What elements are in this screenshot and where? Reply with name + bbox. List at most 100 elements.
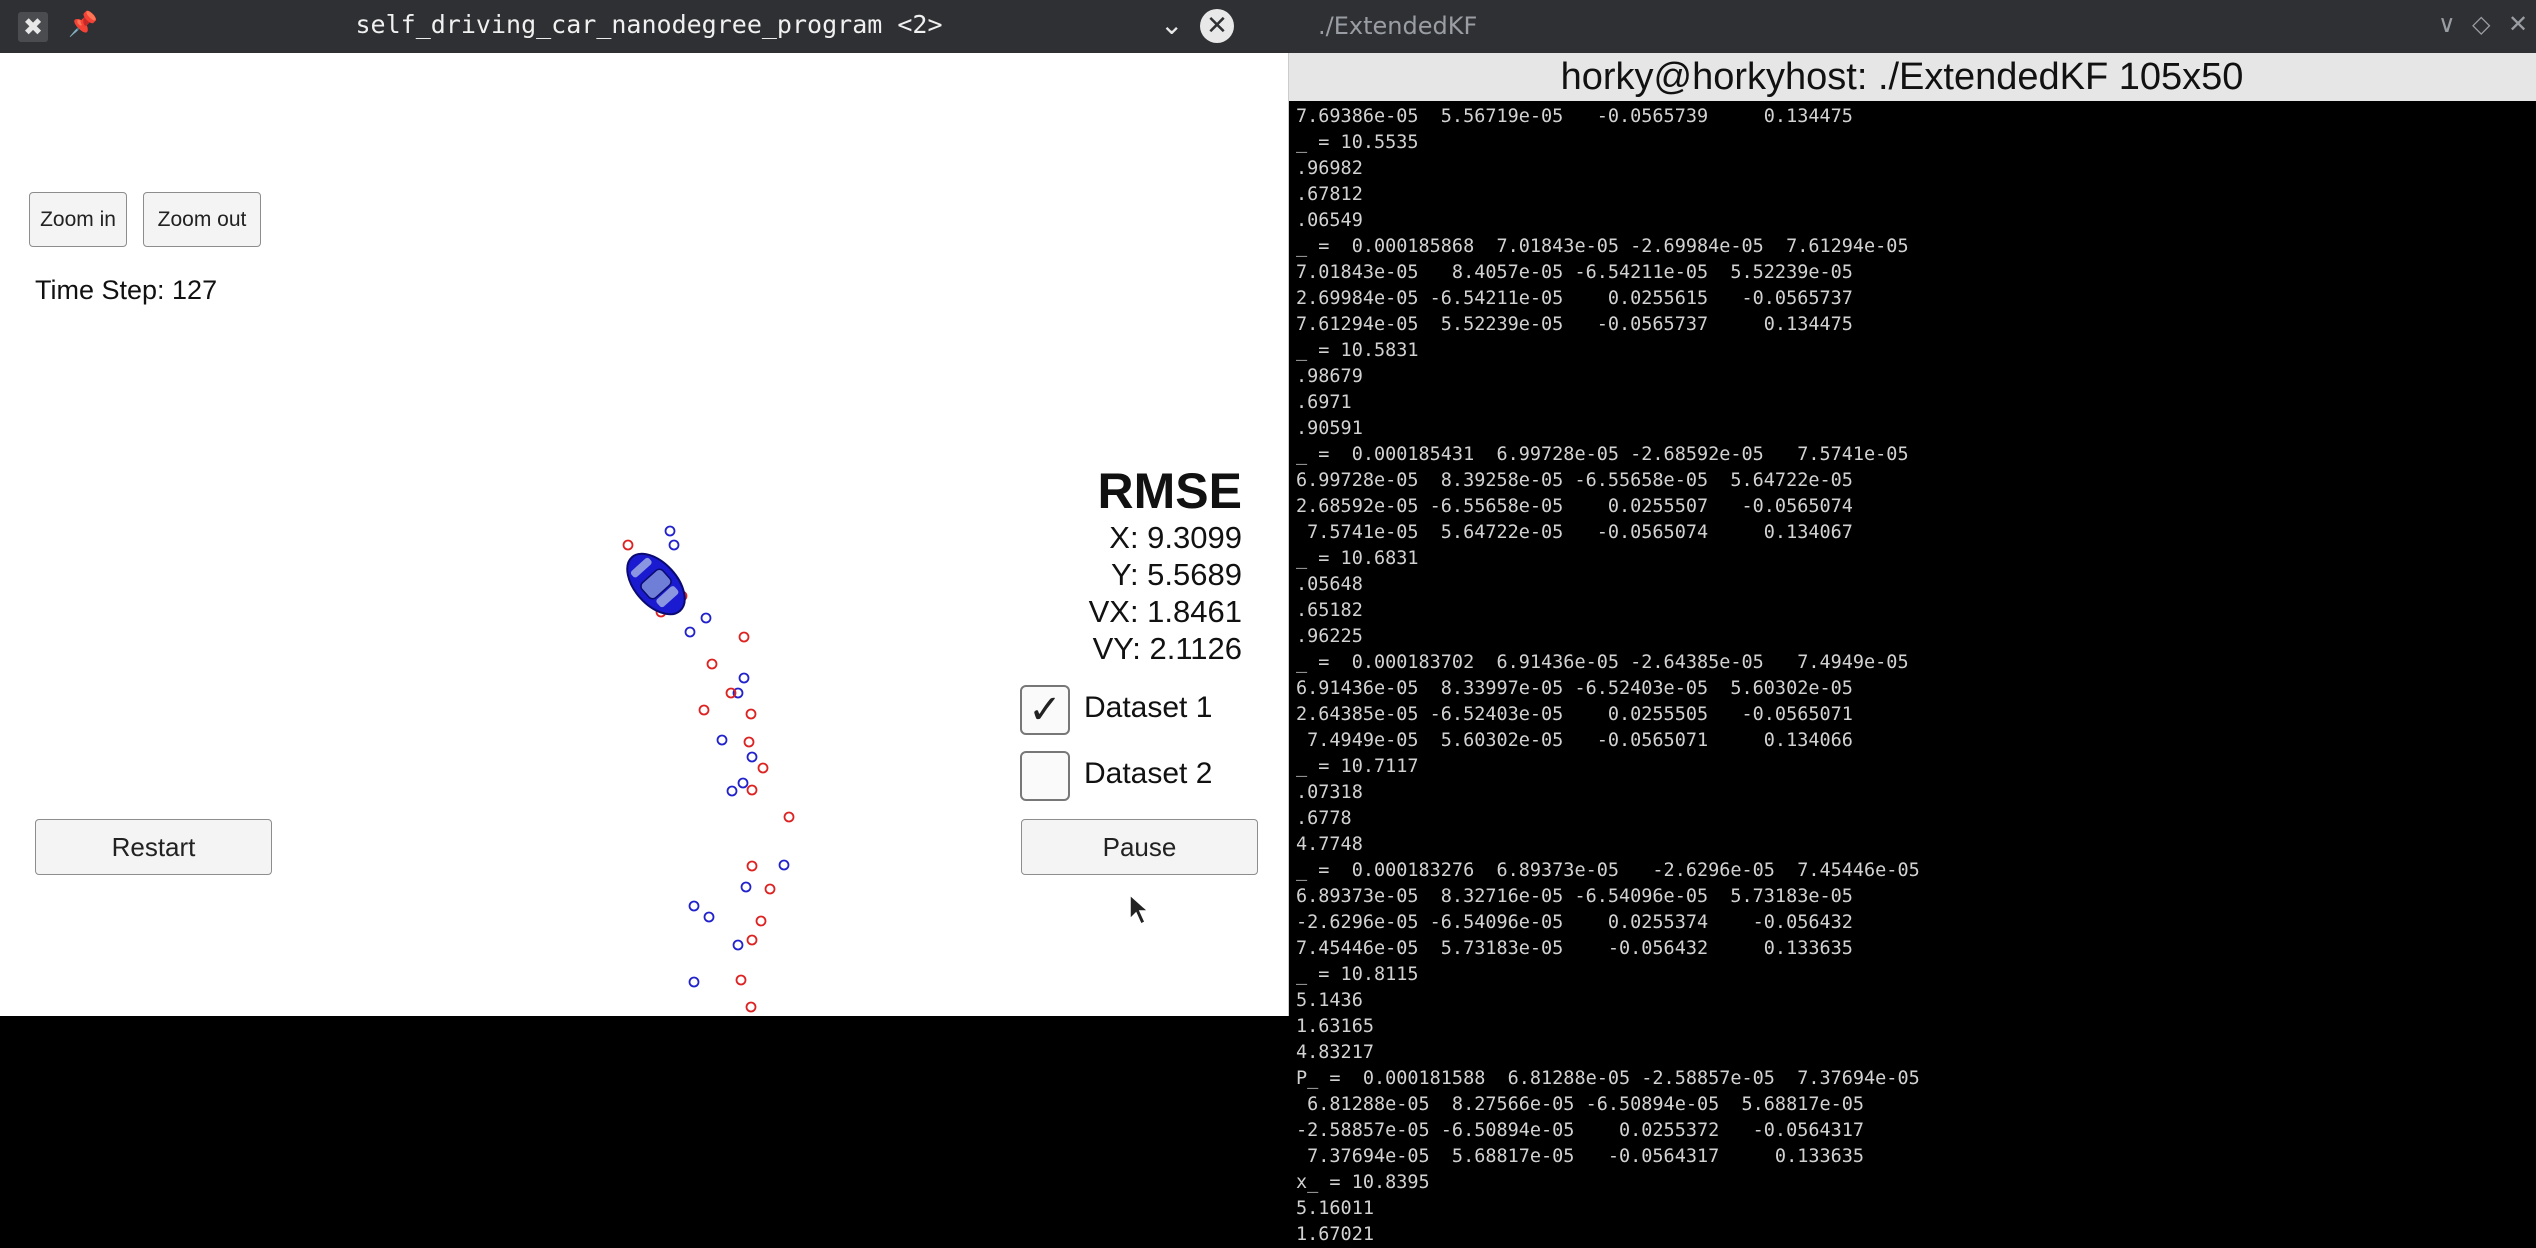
- terminal-line: .05648: [1296, 574, 1363, 595]
- dataset-2-checkbox[interactable]: [1020, 751, 1070, 801]
- pin-icon[interactable]: 📌: [68, 10, 98, 38]
- terminal-line: .98679: [1296, 366, 1363, 387]
- dataset-1-checkbox[interactable]: ✓: [1020, 685, 1070, 735]
- terminal-line: _ = 10.7117: [1296, 756, 1419, 777]
- terminal-line: _ = 0.000183702 6.91436e-05 -2.64385e-05…: [1296, 652, 1909, 673]
- radar-marker: [764, 883, 776, 895]
- terminal-line: 5.16011: [1296, 1198, 1374, 1219]
- lidar-marker: [732, 939, 744, 951]
- pause-button[interactable]: Pause: [1021, 819, 1258, 875]
- lidar-marker: [737, 777, 749, 789]
- rmse-x: X: 9.3099: [1109, 520, 1242, 555]
- lidar-marker: [740, 881, 752, 893]
- lidar-marker: [668, 539, 680, 551]
- car-icon: [626, 552, 686, 616]
- terminal-title: ./ExtendedKF: [1318, 12, 1478, 40]
- terminal-line: _ = 10.5831: [1296, 340, 1419, 361]
- terminal-line: -2.6296e-05 -6.54096e-05 0.0255374 -0.05…: [1296, 912, 1853, 933]
- terminal-line: 2.69984e-05 -6.54211e-05 0.0255615 -0.05…: [1296, 288, 1853, 309]
- terminal-line: 6.99728e-05 8.39258e-05 -6.55658e-05 5.6…: [1296, 470, 1853, 491]
- zoom-out-button[interactable]: Zoom out: [143, 192, 261, 247]
- time-step-label: Time Step: 127: [35, 275, 218, 305]
- terminal-line: 7.37694e-05 5.68817e-05 -0.0564317 0.133…: [1296, 1146, 1865, 1167]
- lidar-marker: [664, 525, 676, 537]
- terminal-line: 6.89373e-05 8.32716e-05 -6.54096e-05 5.7…: [1296, 886, 1853, 907]
- radar-marker: [622, 539, 634, 551]
- terminal-line: 2.64385e-05 -6.52403e-05 0.0255505 -0.05…: [1296, 704, 1853, 725]
- terminal-titlebar[interactable]: ./ExtendedKF ∨ ◇ ✕: [1268, 0, 2536, 53]
- terminal-line: 2.68592e-05 -6.55658e-05 0.0255507 -0.05…: [1296, 496, 1853, 517]
- terminal-line: _ = 10.8115: [1296, 964, 1419, 985]
- radar-marker: [706, 658, 718, 670]
- rmse-title: RMSE: [1097, 463, 1242, 519]
- terminal-line: 7.45446e-05 5.73183e-05 -0.056432 0.1336…: [1296, 938, 1853, 959]
- terminal-line: .6778: [1296, 808, 1352, 829]
- radar-marker: [783, 811, 795, 823]
- radar-marker: [746, 860, 758, 872]
- terminal-line: x_ = 10.8395: [1296, 1172, 1430, 1193]
- lidar-marker: [746, 751, 758, 763]
- terminal-line: 1.63165: [1296, 1016, 1374, 1037]
- terminal-line: 6.91436e-05 8.33997e-05 -6.52403e-05 5.6…: [1296, 678, 1853, 699]
- chevron-down-icon[interactable]: ⌄: [1160, 8, 1184, 41]
- restart-button[interactable]: Restart: [35, 819, 272, 875]
- check-icon: ✓: [1028, 687, 1062, 733]
- terminal-line: _ = 10.5535: [1296, 132, 1419, 153]
- terminal-line: .90591: [1296, 418, 1363, 439]
- terminal-line: 7.69386e-05 5.56719e-05 -0.0565739 0.134…: [1296, 106, 1853, 127]
- terminal-line: 5.1436: [1296, 990, 1363, 1011]
- terminal-line: 7.4949e-05 5.60302e-05 -0.0565071 0.1340…: [1296, 730, 1853, 751]
- radar-marker: [698, 704, 710, 716]
- terminal-line: _ = 0.000185431 6.99728e-05 -2.68592e-05…: [1296, 444, 1909, 465]
- terminal-line: .07318: [1296, 782, 1363, 803]
- terminal-line: 7.01843e-05 8.4057e-05 -6.54211e-05 5.52…: [1296, 262, 1853, 283]
- terminal-line: P_ = 0.000181588 6.81288e-05 -2.58857e-0…: [1296, 1068, 1920, 1089]
- terminal-line: 1.67021: [1296, 1224, 1374, 1245]
- terminal-line: .96225: [1296, 626, 1363, 647]
- trajectory-plot: [622, 525, 795, 1013]
- lidar-marker: [688, 976, 700, 988]
- lidar-marker: [778, 859, 790, 871]
- rmse-vx: VX: 1.8461: [1088, 594, 1242, 629]
- close-icon[interactable]: ✕: [2508, 10, 2529, 38]
- maximize-icon[interactable]: ◇: [2472, 10, 2491, 38]
- simulator-window[interactable]: ✖ 📌 self_driving_car_nanodegree_program …: [0, 0, 1289, 1016]
- simulator-canvas[interactable]: Zoom in Zoom out Time Step: 127 RMSE X: …: [8, 53, 1289, 1016]
- terminal-line: .96982: [1296, 158, 1363, 179]
- lidar-marker: [684, 626, 696, 638]
- zoom-in-button[interactable]: Zoom in: [29, 192, 127, 247]
- terminal-line: _ = 10.6831: [1296, 548, 1419, 569]
- lidar-marker: [738, 672, 750, 684]
- radar-marker: [746, 934, 758, 946]
- terminal-line: -2.58857e-05 -6.50894e-05 0.0255372 -0.0…: [1296, 1120, 1865, 1141]
- lidar-marker: [716, 734, 728, 746]
- rmse-y: Y: 5.5689: [1110, 557, 1242, 592]
- terminal-line: .6971: [1296, 392, 1352, 413]
- terminal-line: _ = 0.000185868 7.01843e-05 -2.69984e-05…: [1296, 236, 1909, 257]
- radar-marker: [738, 631, 750, 643]
- terminal-line: 7.5741e-05 5.64722e-05 -0.0565074 0.1340…: [1296, 522, 1853, 543]
- lidar-marker: [732, 687, 744, 699]
- x11-app-icon: ✖: [18, 12, 48, 42]
- lidar-marker: [700, 612, 712, 624]
- dataset-2-label[interactable]: Dataset 2: [1084, 757, 1213, 790]
- terminal-line: 4.83217: [1296, 1042, 1374, 1063]
- simulator-titlebar[interactable]: ✖ 📌 self_driving_car_nanodegree_program …: [0, 0, 1288, 53]
- minimize-icon[interactable]: ∨: [2438, 10, 2456, 38]
- dataset-1-label[interactable]: Dataset 1: [1084, 691, 1213, 724]
- terminal-header: horky@horkyhost: ./ExtendedKF 105x50: [1268, 53, 2536, 101]
- radar-marker: [745, 1001, 757, 1013]
- lidar-marker: [726, 785, 738, 797]
- terminal-line: 6.81288e-05 8.27566e-05 -6.50894e-05 5.6…: [1296, 1094, 1865, 1115]
- rmse-panel: RMSE X: 9.3099 Y: 5.5689 VX: 1.8461 VY: …: [1008, 463, 1242, 667]
- lidar-marker: [688, 900, 700, 912]
- radar-marker: [755, 915, 767, 927]
- radar-marker: [757, 762, 769, 774]
- mouse-cursor-icon: [1129, 893, 1150, 926]
- terminal-output[interactable]: 7.69386e-05 5.56719e-05 -0.0565739 0.134…: [1296, 104, 2536, 1248]
- close-icon[interactable]: ✕: [1200, 9, 1234, 43]
- radar-marker: [735, 974, 747, 986]
- lidar-marker: [703, 911, 715, 923]
- terminal-line: .65182: [1296, 600, 1363, 621]
- terminal-window[interactable]: ./ExtendedKF ∨ ◇ ✕ horky@horkyhost: ./Ex…: [1268, 0, 2536, 1245]
